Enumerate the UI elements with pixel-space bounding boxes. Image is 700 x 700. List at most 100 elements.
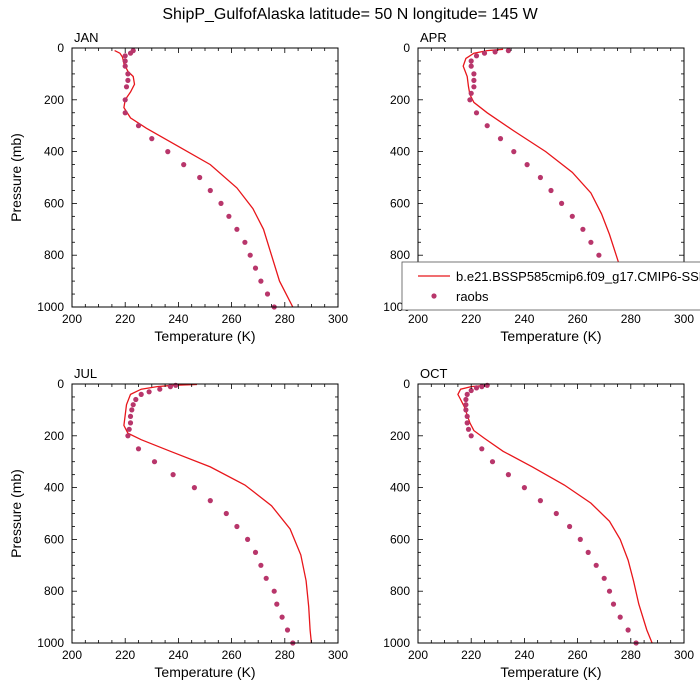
jul-raobs-point [127,420,134,426]
panel-jan: 200 220 240 260 280 300 0 200 400 600 800 1000 JAN Te… [8,30,348,344]
jan-y-tick-label: 200 [44,93,64,107]
oct-raobs-point [463,402,469,408]
jul-raobs-point [126,426,132,432]
apr-x-tick-label: 280 [621,312,641,326]
jul-raobs-point [263,575,269,581]
apr-raobs-point [468,58,474,64]
jan-y-axis-label: Pressure (mb) [8,133,24,222]
jan-raobs-point [181,162,187,168]
jul-raobs-point [207,498,213,504]
jan-y-tick-label: 600 [44,196,64,210]
jul-x-tick-label: 200 [62,648,82,662]
jan-x-tick-label: 240 [168,312,188,326]
apr-x-tick-label: 300 [674,312,694,326]
jan-raobs-point [165,149,171,155]
jan-raobs-point [207,187,213,194]
jul-x-axis-label: Temperature (K) [154,664,255,680]
jul-raobs-point [284,627,291,633]
jul-raobs-point [129,407,135,413]
jul-panel-label: JUL [74,366,97,381]
oct-y-tick-label: 400 [390,481,410,495]
jul-raobs-point [146,389,152,395]
jul-y-tick-label: 400 [44,481,64,495]
apr-raobs-point [559,200,565,206]
jul-raobs-point [151,459,158,465]
apr-model-line [462,48,642,307]
jan-raobs-point [135,123,142,129]
jan-raobs-point [122,110,128,116]
apr-raobs-point [473,110,480,116]
jan-x-axis-label: Temperature (K) [154,328,255,344]
oct-raobs-point [463,407,469,413]
oct-raobs-point [464,391,470,397]
apr-x-tick-label: 220 [461,312,481,326]
jan-raobs-point [149,136,155,142]
jan-raobs-point [122,63,128,69]
jul-raobs-point [130,402,136,408]
apr-raobs-point [471,71,477,77]
jan-raobs-point [122,97,128,103]
jul-x-tick-label: 260 [222,648,242,662]
legend: b.e21.BSSP585cmip6.f09_g17.CMIP6-SSP5-8.… [401,261,700,311]
jul-raobs-point [274,601,280,607]
jul-y-tick-label: 1000 [37,636,64,650]
apr-y-tick-label: 400 [390,145,410,159]
oct-raobs-point [464,420,470,426]
apr-y-tick-label: 600 [390,196,410,210]
legend-obs-marker [431,293,437,299]
jul-raobs-point [127,413,134,419]
apr-raobs-point [471,77,477,83]
oct-model-line [457,384,653,643]
jan-raobs-point [226,213,232,219]
jan-x-tick-label: 280 [275,312,295,326]
apr-raobs-point [524,162,530,168]
apr-raobs-point [537,174,544,181]
jan-raobs-point [125,77,131,83]
panel-apr: 200 220 240 260 280 30002004006008001000APRTe… [383,30,694,344]
jul-raobs-point [138,391,144,397]
figure-title: ShipP_GulfofAlaska latitude= 50 N longit… [162,6,538,23]
jul-raobs-point [223,510,229,517]
oct-raobs-point [577,536,583,543]
apr-panel-label: APR [420,30,447,45]
jan-raobs-point [218,200,224,206]
oct-x-tick-label: 300 [674,648,694,662]
apr-raobs-point [481,50,488,56]
jul-y-tick-label: 600 [44,532,64,546]
jul-raobs-point [258,562,264,568]
jul-raobs-point [133,396,139,403]
apr-x-axis-label: Temperature (K) [500,328,601,344]
apr-raobs-point [473,53,480,59]
jan-raobs-point [252,265,259,271]
oct-raobs-point [567,523,573,530]
apr-raobs-point [511,149,517,155]
apr-raobs-point [467,97,473,103]
jul-plot-frame [71,383,339,644]
panel-oct: 200 220 240 260 280 300 0 200 400 600 800 1000 OCT Te… [383,366,694,680]
oct-y-tick-label: 0 [403,377,410,391]
jan-raobs-point [247,252,253,258]
oct-raobs-point [585,549,591,556]
oct-raobs-point [463,396,469,403]
oct-raobs-point [593,562,599,568]
apr-raobs-point [569,213,575,219]
jan-x-tick-label: 260 [222,312,242,326]
apr-raobs-point [505,48,511,54]
oct-raobs-point [484,382,490,388]
legend-obs-label: raobs [456,289,489,304]
oct-raobs-point [625,627,631,633]
oct-x-tick-label: 260 [568,648,588,662]
apr-raobs-point [596,252,602,258]
oct-raobs-point [505,472,511,478]
oct-x-tick-label: 240 [514,648,534,662]
jul-raobs-point [157,386,163,392]
jul-raobs-point [271,588,277,594]
jan-plot-frame [71,47,339,308]
oct-raobs-point [479,446,485,452]
oct-raobs-point [537,498,544,504]
jul-raobs-point [191,485,197,491]
legend-box [401,261,700,311]
oct-raobs-point [489,459,496,465]
oct-y-tick-label: 600 [390,532,410,546]
apr-x-tick-label: 260 [568,312,588,326]
